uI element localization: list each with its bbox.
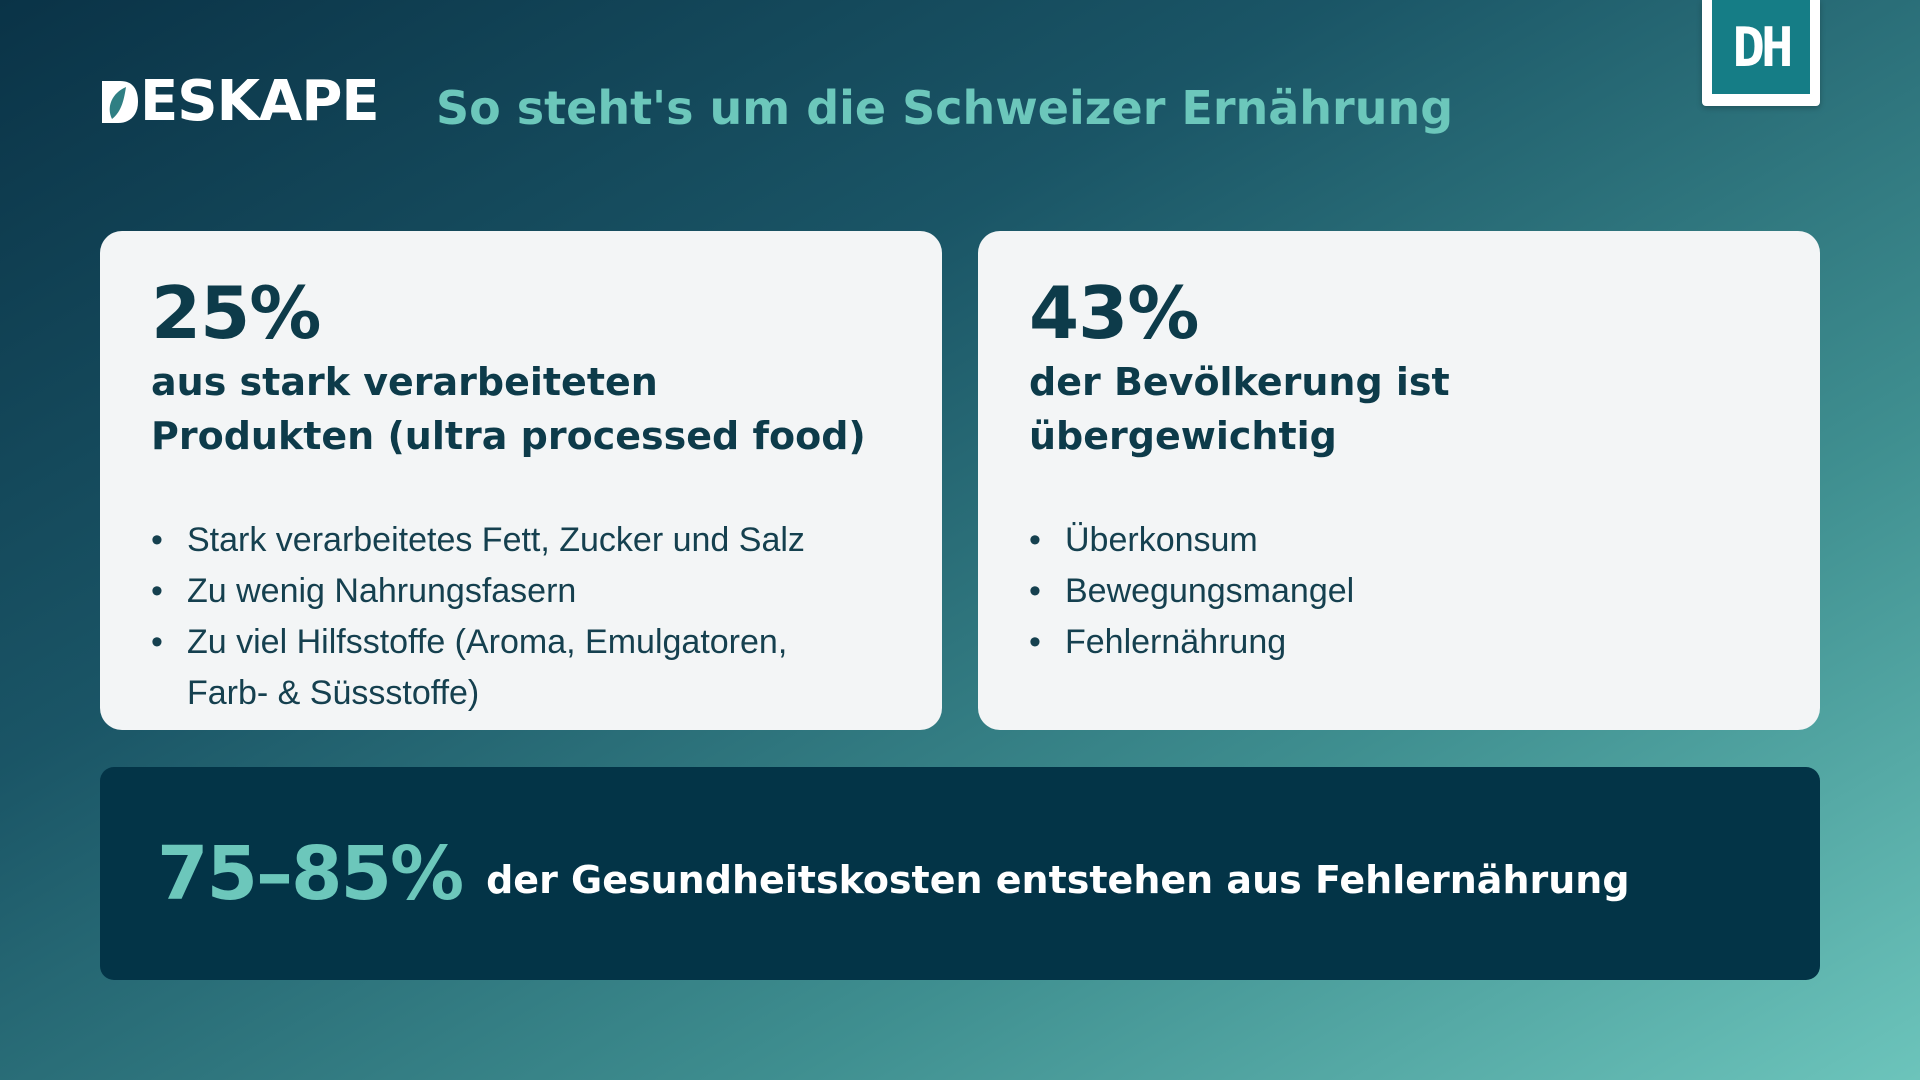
heading-line: der Bevölkerung ist <box>1029 360 1450 404</box>
card-heading: der Bevölkerung ist übergewichtig <box>1029 355 1820 463</box>
bullet: Fehlernährung <box>1029 617 1729 668</box>
logo: ESKAPE <box>100 69 380 134</box>
bullet-list: Stark verarbeitetes Fett, Zucker und Sal… <box>151 515 851 719</box>
badge-text: DH <box>1712 0 1810 94</box>
logo-icon <box>102 81 138 123</box>
bullet-list: Überkonsum Bewegungsmangel Fehlernährung <box>1029 515 1729 668</box>
banner: 75–85% der Gesundheitskosten entstehen a… <box>100 767 1820 980</box>
card: 25% aus stark verarbeiteten Produkten (u… <box>100 231 942 730</box>
bullet: Stark verarbeitetes Fett, Zucker und Sal… <box>151 515 851 566</box>
heading-line: aus stark verarbeiteten <box>151 360 658 404</box>
bullet: Bewegungsmangel <box>1029 566 1729 617</box>
stat: 43% <box>1029 271 1199 355</box>
bullet: Zu wenig Nahrungsfasern <box>151 566 851 617</box>
bullet: Überkonsum <box>1029 515 1729 566</box>
page-title: So steht's um die Schweizer Ernährung <box>436 81 1454 135</box>
banner-stat: 75–85% <box>157 830 464 917</box>
heading-line: Produkten (ultra processed food) <box>151 414 866 458</box>
badge: DH <box>1702 0 1820 106</box>
card-heading: aus stark verarbeiteten Produkten (ultra… <box>151 355 942 463</box>
heading-line: übergewichtig <box>1029 414 1337 458</box>
banner-text: der Gesundheitskosten entstehen aus Fehl… <box>486 857 1630 902</box>
bullet: Zu viel Hilfsstoffe (Aroma, Emulgatoren,… <box>151 617 851 719</box>
card: 43% der Bevölkerung ist übergewichtig Üb… <box>978 231 1820 730</box>
stat: 25% <box>151 271 321 355</box>
logo-text: ESKAPE <box>140 69 380 134</box>
